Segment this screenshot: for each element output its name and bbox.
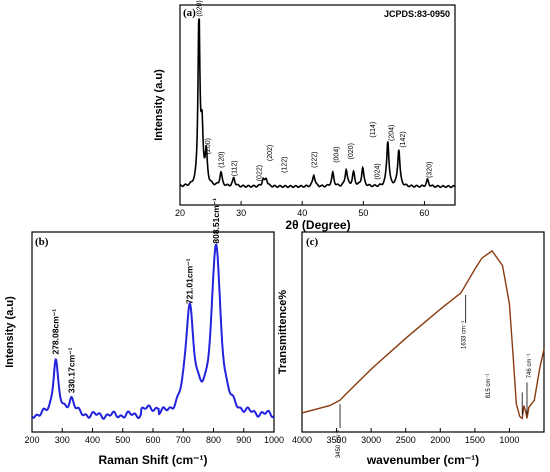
panel-a-reference: JCPDS:83-0950 <box>384 9 450 19</box>
panel-b-annotations: 278.08cm⁻¹ 330.17cm⁻¹ 721.01cm⁻¹ 808.51cm⁻¹ <box>51 198 221 393</box>
panel-b-peak-label: 721.01cm⁻¹ <box>185 258 195 304</box>
panel-a-tag: (a) <box>183 7 196 19</box>
panel-c-tag: (c) <box>306 236 319 248</box>
panel-a-peak-label: (112) <box>231 160 238 176</box>
panel-a-tick-label: 40 <box>297 208 307 218</box>
panel-b-tick-label: 200 <box>24 435 39 445</box>
panel-b-ylabel: Intensity (a.u) <box>4 296 16 368</box>
panel-a-peak-label: (114) <box>370 122 377 138</box>
panel-c-tick-label: 2000 <box>430 435 450 445</box>
panel-b-tick-label: 900 <box>236 435 251 445</box>
panel-b-peak-label: 330.17cm⁻¹ <box>66 347 76 393</box>
panel-a-peak-label: (120) <box>219 151 226 167</box>
panel-c-xlabel: wavenumber (cm⁻¹) <box>366 453 479 467</box>
panel-a-peak-label: (142) <box>400 131 407 147</box>
panel-c-band-label: 3450 cm⁻¹ <box>336 430 342 458</box>
panel-c-ylabel: Transmittence% <box>277 290 289 375</box>
panel-a-peak-label: (020) <box>348 143 355 159</box>
panel-a-x-ticks: 20 30 40 50 60 <box>175 201 429 218</box>
panel-a-tick-label: 20 <box>175 208 185 218</box>
panel-b-tick-label: 600 <box>145 435 160 445</box>
panel-b-tag: (b) <box>35 236 49 248</box>
panel-b-tick-label: 800 <box>206 435 221 445</box>
panel-a-xrd-curve <box>180 18 456 189</box>
panel-c-x-ticks: 4000 3500 3000 2500 2000 1500 1000 <box>292 428 519 445</box>
panel-a-peak-label: (022) <box>256 165 263 181</box>
panel-a-tick-label: 50 <box>358 208 368 218</box>
panel-a-annotations: (020) (200) (120) (112) (022) (202) (122) (222)… <box>197 0 434 181</box>
panel-a-peak-label: (020) <box>197 0 204 16</box>
panel-b: (b) Intensity (a.u) Raman Shift (cm⁻¹) 2… <box>4 198 284 467</box>
panel-b-tick-label: 300 <box>55 435 70 445</box>
panel-a-tick-label: 60 <box>419 208 429 218</box>
panel-a-ylabel: Intensity (a.u) <box>153 69 165 141</box>
panel-c-band-label: 1633 cm⁻¹ <box>462 321 468 349</box>
panel-b-tick-label: 500 <box>115 435 130 445</box>
panel-c: (c) Transmittence% wavenumber (cm⁻¹) 400… <box>277 231 545 467</box>
panel-b-raman-curve <box>31 243 275 420</box>
panel-b-tick-label: 1000 <box>264 435 284 445</box>
panel-b-xlabel: Raman Shift (cm⁻¹) <box>98 453 207 467</box>
panel-b-x-ticks: 200 300 400 500 600 700 800 900 1000 <box>24 428 284 445</box>
panel-a-tick-label: 30 <box>236 208 246 218</box>
panel-a-peak-label: (122) <box>282 157 289 173</box>
panel-c-tick-label: 1000 <box>499 435 519 445</box>
panel-b-peak-label: 808.51cm⁻¹ <box>211 198 221 244</box>
panel-c-tick-label: 3500 <box>327 435 347 445</box>
panel-a-peak-label: (200) <box>205 138 212 154</box>
panel-b-frame <box>31 231 275 433</box>
panel-c-ftir-curve <box>301 249 545 420</box>
panel-a-peak-label: (204) <box>388 125 395 141</box>
panel-a: (a) JCPDS:83-0950 Intensity (a.u) 2θ (De… <box>153 0 456 232</box>
panel-c-band-label: 746 cm⁻¹ <box>527 354 533 379</box>
panel-c-tick-label: 1500 <box>465 435 485 445</box>
panel-a-frame <box>179 4 456 206</box>
panel-a-peak-label: (222) <box>311 151 318 167</box>
panel-c-frame <box>301 231 545 433</box>
panel-c-tick-label: 3000 <box>361 435 381 445</box>
panel-b-tick-label: 700 <box>176 435 191 445</box>
panel-b-peak-label: 278.08cm⁻¹ <box>51 309 61 355</box>
panel-a-xlabel: 2θ (Degree) <box>285 218 350 232</box>
panel-c-tick-label: 2500 <box>396 435 416 445</box>
panel-a-peak-label: (202) <box>267 145 274 161</box>
panel-c-tick-label: 4000 <box>292 435 312 445</box>
panel-a-peak-label: (004) <box>333 146 340 162</box>
panel-c-band-label: 815 cm⁻¹ <box>486 374 492 399</box>
panel-a-peak-label: (024) <box>374 163 381 179</box>
panel-b-tick-label: 400 <box>85 435 100 445</box>
panel-a-peak-label: (320) <box>426 162 433 178</box>
panel-c-annotations: 3450 cm⁻¹ 1633 cm⁻¹ 815 cm⁻¹ 746 cm⁻¹ <box>336 294 533 458</box>
